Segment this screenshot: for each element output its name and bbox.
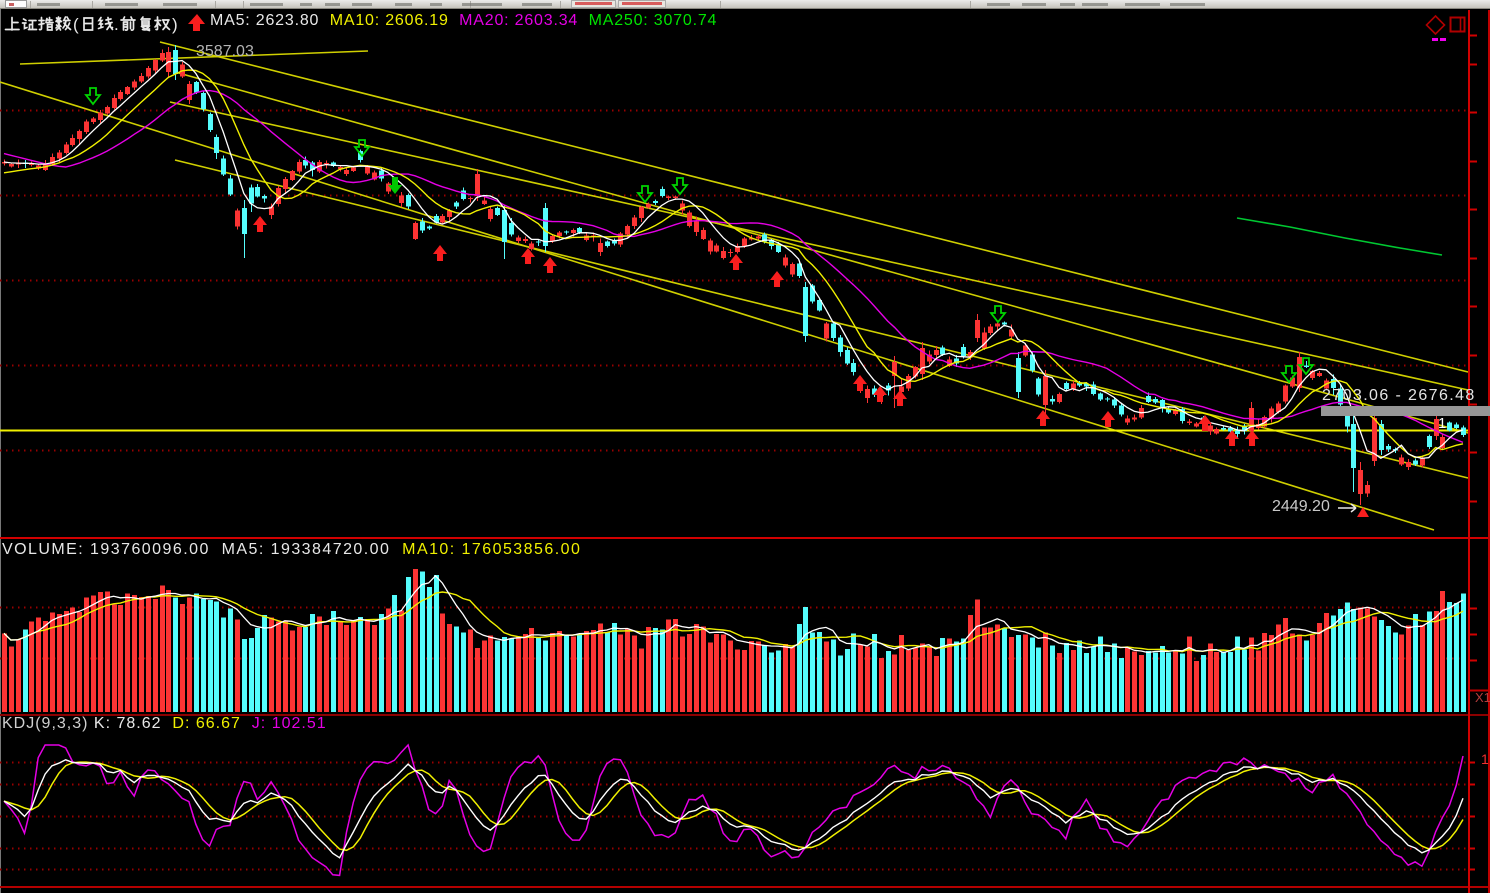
- svg-text:(: (: [73, 15, 79, 34]
- svg-text:): ): [172, 15, 178, 34]
- svg-text:.: .: [114, 15, 119, 34]
